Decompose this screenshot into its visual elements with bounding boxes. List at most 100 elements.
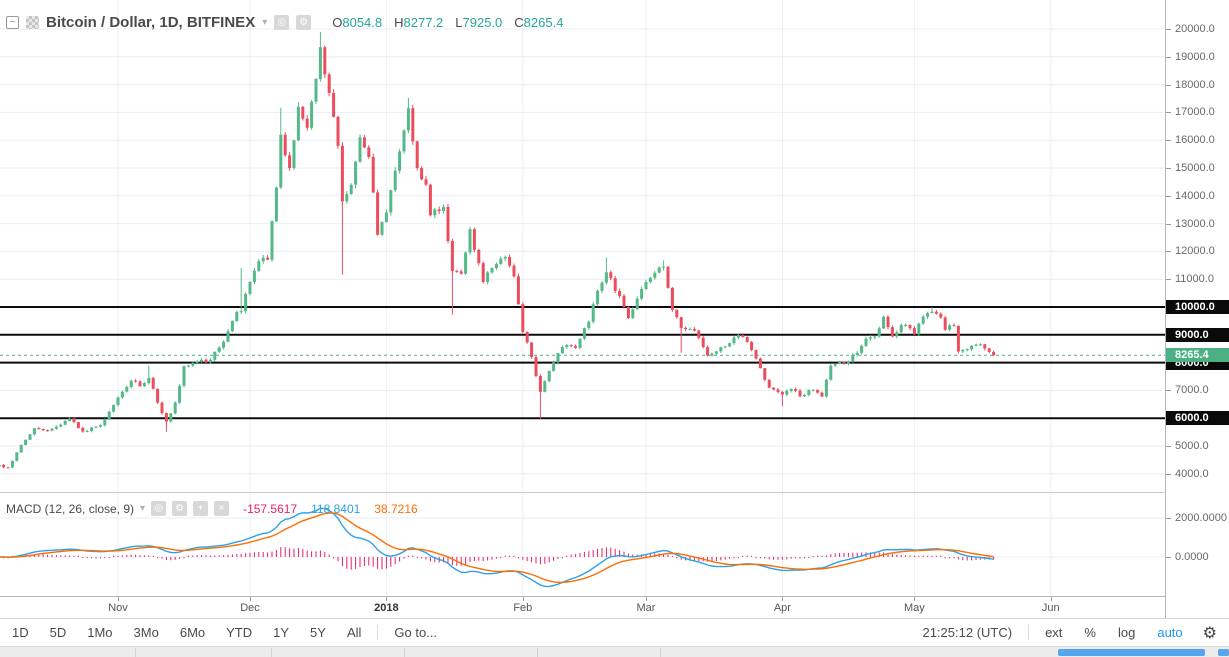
- candle-body: [151, 377, 155, 389]
- range-button-3mo[interactable]: 3Mo: [133, 625, 159, 640]
- chevron-down-icon[interactable]: ▾: [140, 503, 146, 514]
- candle-body: [864, 338, 868, 346]
- main-chart[interactable]: [0, 0, 1165, 596]
- scale-button-log[interactable]: log: [1117, 625, 1136, 640]
- candle-body: [666, 266, 670, 288]
- range-button-1d[interactable]: 1D: [12, 625, 29, 640]
- candle-body: [842, 361, 846, 364]
- signal-line: [0, 512, 994, 583]
- scale-button-percent[interactable]: %: [1084, 625, 1096, 640]
- candle-body: [160, 402, 164, 414]
- candle-body: [204, 359, 208, 363]
- eye-icon[interactable]: ◎: [151, 501, 167, 516]
- candle-body: [213, 351, 217, 360]
- candle-body: [644, 281, 648, 289]
- candle-body: [807, 390, 811, 395]
- candle-body: [354, 161, 358, 185]
- candle-body: [2, 464, 6, 468]
- scale-button-ext[interactable]: ext: [1045, 625, 1063, 640]
- range-button-6mo[interactable]: 6Mo: [179, 625, 206, 640]
- candle-body: [257, 261, 261, 271]
- candle-body: [252, 270, 256, 282]
- candle-body: [904, 324, 908, 326]
- candle-body: [327, 74, 331, 93]
- eye-icon[interactable]: ◎: [274, 15, 290, 30]
- candle-body: [182, 366, 186, 386]
- macd-title[interactable]: MACD (12, 26, close, 9): [6, 501, 135, 516]
- ohlc-values: O8054.8 H8277.2 L7925.0 C8265.4: [332, 15, 563, 30]
- candle-body: [776, 389, 780, 392]
- price-level-label: 9000.0: [1166, 327, 1229, 342]
- range-button-5d[interactable]: 5D: [49, 625, 67, 640]
- candle-body: [574, 345, 578, 348]
- settings-gear-icon[interactable]: ⚙: [1202, 624, 1217, 642]
- scale-button-auto[interactable]: auto: [1157, 625, 1183, 640]
- range-button-1y[interactable]: 1Y: [273, 625, 290, 640]
- time-axis-label: Mar: [636, 602, 656, 614]
- candle-body: [37, 428, 41, 430]
- candle-body: [851, 354, 855, 362]
- range-button-5y[interactable]: 5Y: [310, 625, 326, 640]
- toolbar-divider: [1028, 625, 1030, 640]
- candle-body: [785, 390, 789, 395]
- last-price-label: 8265.4: [1166, 348, 1229, 363]
- range-button-1mo[interactable]: 1Mo: [87, 625, 113, 640]
- time-axis[interactable]: Nov Dec 2018 Feb Mar Apr May Jun: [0, 596, 1165, 618]
- candle-body: [802, 394, 806, 397]
- candle-body: [662, 266, 666, 268]
- candle-body: [54, 426, 58, 429]
- close-icon[interactable]: ×: [214, 501, 230, 516]
- candle-body: [200, 359, 204, 362]
- candle-body: [640, 288, 644, 299]
- range-button-ytd[interactable]: YTD: [226, 625, 253, 640]
- collapse-pane-icon[interactable]: −: [6, 16, 19, 29]
- scrollbar-thumb[interactable]: [1058, 649, 1205, 656]
- candle-body: [675, 309, 679, 318]
- candle-body: [217, 347, 221, 352]
- candle-body: [411, 108, 415, 142]
- candle-body: [340, 145, 344, 202]
- gear-icon[interactable]: ⚙: [296, 15, 312, 30]
- candle-body: [147, 377, 151, 384]
- candle-body: [332, 92, 336, 117]
- candlestick-series: [0, 32, 996, 469]
- candle-body: [450, 241, 454, 271]
- candle-body: [530, 342, 534, 358]
- candle-body: [582, 328, 586, 339]
- candle-body: [384, 212, 388, 223]
- candle-body: [587, 321, 591, 329]
- candle-body: [556, 353, 560, 363]
- price-axis[interactable]: 20000.0 19000.0 18000.0 17000.0 16000.0 15000…: [1165, 0, 1229, 618]
- candle-body: [248, 281, 252, 294]
- clock[interactable]: 21:25:12 (UTC): [922, 625, 1013, 640]
- scrollbar-end[interactable]: [1218, 649, 1229, 656]
- symbol-logo-icon: [26, 16, 39, 29]
- candle-body: [846, 361, 850, 364]
- candle-body: [926, 312, 930, 317]
- candle-body: [178, 385, 182, 403]
- candle-body: [767, 379, 771, 388]
- candle-body: [367, 147, 371, 157]
- candle-body: [358, 137, 362, 162]
- candle-body: [613, 278, 617, 291]
- candle-body: [917, 323, 921, 335]
- chevron-down-icon[interactable]: ▾: [262, 17, 268, 28]
- candle-body: [961, 349, 965, 352]
- range-button-all[interactable]: All: [346, 625, 362, 640]
- time-axis-label: Dec: [240, 602, 260, 614]
- candle-body: [371, 156, 375, 193]
- candle-body: [28, 434, 32, 440]
- time-tick-mark: [646, 597, 647, 601]
- candle-body: [692, 328, 696, 331]
- candle-body: [609, 272, 613, 279]
- candle-body: [772, 387, 776, 390]
- candle-body: [125, 387, 129, 392]
- candle-body: [860, 345, 864, 353]
- gear-icon[interactable]: ⚙: [172, 501, 188, 516]
- symbol-title[interactable]: Bitcoin / Dollar, 1D, BITFINEX: [46, 14, 256, 31]
- candle-body: [402, 130, 406, 152]
- plus-icon[interactable]: +: [193, 501, 209, 516]
- goto-button[interactable]: Go to...: [394, 625, 438, 640]
- candle-body: [833, 363, 837, 366]
